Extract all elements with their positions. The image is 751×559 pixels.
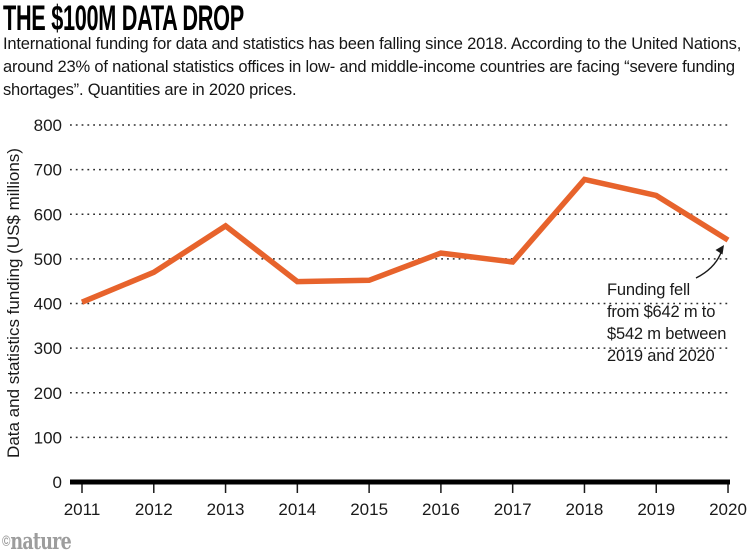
annotation-arrow (695, 249, 723, 279)
x-tick-label: 2017 (494, 500, 532, 519)
y-tick-label: 500 (34, 250, 62, 269)
x-tick-label: 2015 (350, 500, 388, 519)
y-tick-label: 400 (34, 295, 62, 314)
funding-line (80, 176, 730, 305)
annotation-arrowhead (715, 245, 724, 255)
y-tick-label: 0 (53, 473, 62, 492)
brand-wordmark: nature (10, 528, 72, 555)
x-tick-label: 2014 (278, 500, 316, 519)
y-tick-label: 300 (34, 339, 62, 358)
x-tick-label: 2011 (64, 500, 101, 519)
x-tick-label: 2013 (207, 500, 245, 519)
x-tick-label: 2018 (566, 500, 604, 519)
y-tick-label: 700 (34, 161, 62, 180)
y-tick-label: 200 (34, 384, 62, 403)
nature-credit: ©nature (2, 528, 72, 555)
x-tick-label: 2016 (422, 500, 460, 519)
chart-subtitle: International funding for data and stati… (3, 35, 742, 99)
y-tick-label: 600 (34, 205, 62, 224)
page-title: THE $100M DATA DROP (3, 0, 244, 38)
y-tick-label: 100 (34, 428, 62, 447)
x-tick-label: 2012 (135, 500, 173, 519)
y-tick-label: 800 (34, 116, 62, 135)
y-axis-title: Data and statistics funding (US$ million… (4, 148, 23, 458)
chart-annotation: Funding fell from $642 m to $542 m betwe… (607, 281, 727, 365)
copyright-icon: © (2, 533, 11, 550)
x-tick-label: 2020 (709, 500, 747, 519)
x-tick-label: 2019 (637, 500, 675, 519)
